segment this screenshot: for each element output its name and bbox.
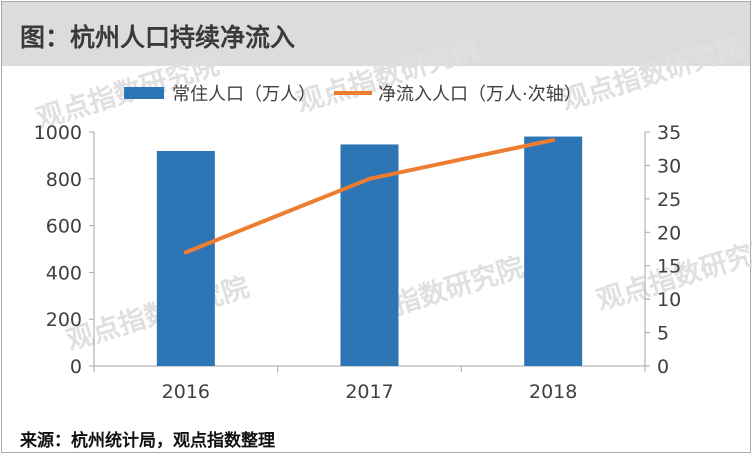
- y-right-tick-label: 20: [657, 222, 681, 244]
- line-series-net-inflow: [183, 138, 556, 255]
- y-right-tick-label: 10: [657, 289, 681, 311]
- x-tick-label: 2016: [162, 381, 210, 403]
- y-left-tick-label: 400: [46, 262, 82, 284]
- watermark-text: 观点指数研究院: [293, 33, 483, 119]
- y-right-tick-label: 0: [657, 356, 669, 378]
- y-right-tick-label: 25: [657, 189, 681, 211]
- y-left-tick-label: 1000: [34, 122, 82, 144]
- y-left-tick-label: 800: [46, 169, 82, 191]
- source-note: 来源：杭州统计局，观点指数整理: [20, 431, 275, 451]
- watermark-text: 观点指数研究院: [558, 31, 748, 117]
- bar-2017: [340, 144, 399, 366]
- bar-2016: [156, 151, 215, 366]
- bar-2018: [524, 136, 583, 366]
- legend-swatch-bar: [124, 87, 164, 99]
- y-left-tick-label: 200: [46, 309, 82, 331]
- y-left-tick-label: 0: [70, 356, 82, 378]
- chart-title: 图：杭州人口持续净流入: [20, 23, 296, 52]
- y-right-tick-label: 5: [657, 323, 669, 345]
- y-right-tick-label: 35: [657, 122, 681, 144]
- legend-label-line: 净流入人口（万人·次轴）: [378, 84, 582, 105]
- y-right-tick-label: 30: [657, 155, 681, 177]
- y-right-tick-label: 15: [657, 256, 681, 278]
- x-tick-label: 2018: [529, 381, 577, 403]
- legend-label-bar: 常住人口（万人）: [172, 84, 316, 105]
- y-left-tick-label: 600: [46, 216, 82, 238]
- plot-area: 0 200 400 600 800 1000 0 5 10 15 20 25 30 35 2016 2017 2…: [34, 122, 682, 403]
- title-band: [2, 2, 750, 66]
- x-tick-label: 2017: [345, 381, 393, 403]
- legend: 常住人口（万人） 净流入人口（万人·次轴）: [124, 84, 582, 105]
